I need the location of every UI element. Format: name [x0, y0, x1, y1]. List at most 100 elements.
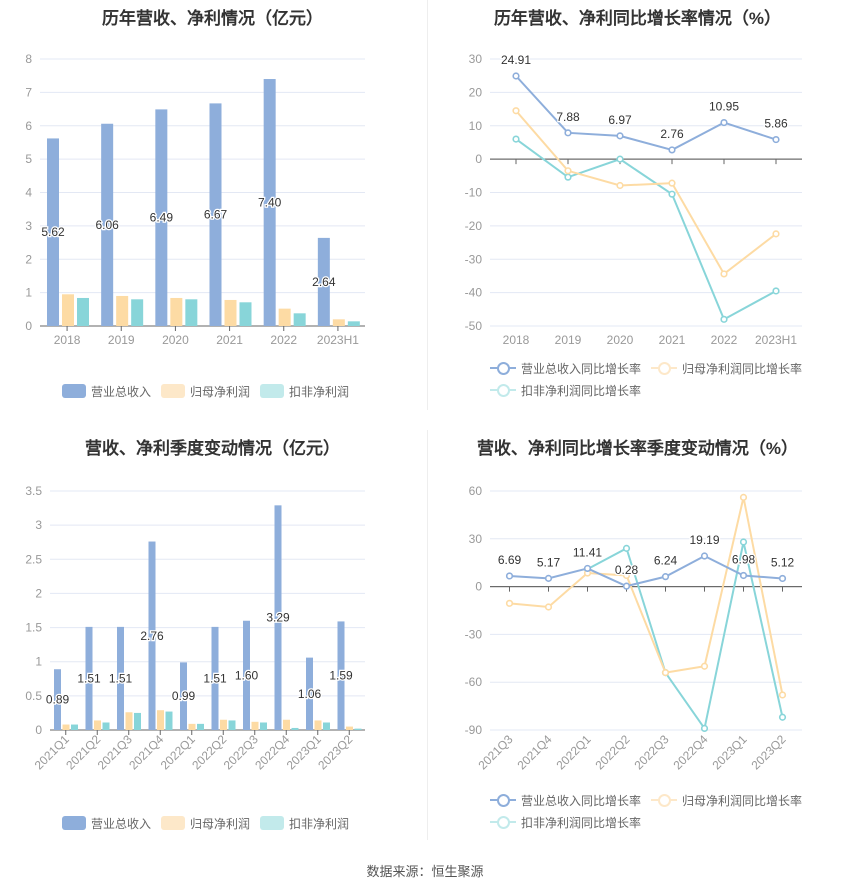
- data-point: [668, 190, 676, 198]
- data-point: [778, 713, 787, 721]
- data-label: 0.89: [46, 693, 70, 707]
- y-tick-label: 60: [469, 484, 483, 498]
- legend-label: 营业总收入同比增长率: [521, 361, 642, 376]
- bar-revenue: [211, 626, 219, 730]
- legend-label: 扣非净利润: [289, 384, 350, 399]
- y-tick-label: 3: [25, 219, 32, 233]
- legend-label: 营业总收入: [91, 816, 152, 831]
- y-tick-label: 5: [25, 152, 32, 166]
- legend-label: 营业总收入同比增长率: [521, 793, 642, 808]
- data-label: 6.98: [732, 552, 756, 566]
- legend-item[interactable]: 营业总收入: [62, 812, 151, 834]
- data-label: 1.59: [329, 669, 353, 683]
- legend-item[interactable]: 营业总收入同比增长率: [490, 357, 641, 379]
- legend-item[interactable]: 归母净利润: [161, 812, 250, 834]
- bar-deducted-net-profit: [323, 722, 330, 730]
- data-label: 5.86: [764, 117, 788, 131]
- y-tick-label: 6: [25, 119, 32, 133]
- bar-revenue: [263, 79, 276, 327]
- data-point: [622, 544, 631, 552]
- data-point: [739, 538, 748, 546]
- panel-divider: [427, 430, 428, 840]
- bar-revenue: [274, 505, 282, 730]
- legend-item[interactable]: 扣非净利润同比增长率: [490, 379, 641, 401]
- data-label: 6.67: [204, 208, 228, 222]
- bar-deducted-net-profit: [197, 723, 204, 730]
- bar-parent-net-profit: [62, 294, 74, 326]
- bar-revenue: [180, 662, 187, 730]
- y-tick-label: 0: [475, 580, 482, 594]
- data-point: [772, 135, 780, 144]
- y-tick-label: -90: [465, 723, 483, 737]
- data-label: 6.49: [150, 211, 174, 225]
- bar-parent-net-profit: [125, 712, 133, 730]
- data-label: 1.60: [235, 668, 259, 682]
- legend-quarterly-revenue: 营业总收入 归母净利润 扣非净利润: [62, 812, 359, 834]
- data-point: [720, 118, 728, 127]
- legend-item[interactable]: 归母净利润同比增长率: [651, 357, 802, 379]
- chart-title-quarterly-growth: 营收、净利同比增长率季度变动情况（%）: [476, 439, 799, 458]
- legend-item[interactable]: 营业总收入同比增长率: [490, 789, 641, 811]
- legend-swatch: [260, 384, 285, 398]
- y-tick-label: 30: [469, 52, 483, 66]
- legend-line-icon: [490, 815, 516, 829]
- line-series-revenue-growth: [515, 75, 777, 151]
- data-point: [700, 552, 709, 560]
- bar-deducted-net-profit: [185, 299, 198, 326]
- data-label: 6.69: [498, 553, 522, 567]
- legend-item[interactable]: 营业总收入: [62, 380, 151, 402]
- data-label: 2.64: [312, 275, 336, 289]
- y-tick-label: -40: [465, 286, 483, 300]
- x-tick-label: 2022Q3: [632, 732, 672, 772]
- bar-revenue: [155, 109, 168, 327]
- data-point: [564, 167, 572, 175]
- line-series-parent-profit-growth: [515, 110, 777, 276]
- bar-deducted-net-profit: [102, 722, 110, 730]
- y-tick-label: 7: [25, 85, 32, 99]
- y-tick-label: 2: [35, 586, 42, 600]
- data-label: 2.76: [140, 629, 164, 643]
- bar-revenue: [337, 621, 345, 730]
- y-tick-label: 1: [35, 655, 42, 669]
- bar-parent-net-profit: [116, 295, 129, 326]
- legend-annual-growth: 营业总收入同比增长率 归母净利润同比增长率 扣非净利润同比增长率: [490, 357, 830, 401]
- y-tick-label: -30: [465, 627, 483, 641]
- bar-revenue: [209, 103, 222, 326]
- bar-deducted-net-profit: [260, 722, 267, 730]
- y-tick-label: 0.5: [25, 689, 42, 703]
- legend-item[interactable]: 归母净利润同比增长率: [651, 789, 802, 811]
- data-point: [739, 493, 748, 501]
- y-tick-label: 2.5: [25, 552, 42, 566]
- x-tick-label: 2022Q4: [671, 732, 711, 772]
- data-point: [778, 574, 787, 583]
- legend-item[interactable]: 扣非净利润: [260, 812, 349, 834]
- legend-item[interactable]: 扣非净利润同比增长率: [490, 811, 641, 833]
- bar-parent-net-profit: [314, 720, 322, 730]
- bar-revenue: [306, 657, 313, 730]
- legend-line-icon: [651, 361, 678, 375]
- bar-revenue: [243, 620, 250, 730]
- legend-line-icon: [490, 383, 516, 397]
- legend-label: 归母净利润同比增长率: [682, 793, 803, 808]
- data-point: [700, 724, 709, 733]
- y-tick-label: 3: [35, 518, 42, 532]
- x-tick-label: 2018: [503, 333, 530, 347]
- legend-label: 营业总收入: [91, 384, 152, 399]
- data-point: [772, 287, 780, 295]
- x-tick-label: 2021: [659, 333, 686, 347]
- y-tick-label: 0: [25, 319, 32, 333]
- legend-swatch: [161, 384, 186, 398]
- bar-parent-net-profit: [278, 308, 291, 326]
- y-tick-label: -20: [465, 219, 483, 233]
- bar-deducted-net-profit: [293, 313, 306, 326]
- chart-title-quarterly-revenue: 营收、净利季度变动情况（亿元）: [85, 439, 340, 458]
- data-label: 6.97: [608, 113, 632, 127]
- bar-deducted-net-profit: [131, 299, 144, 326]
- data-label: 6.24: [654, 554, 678, 568]
- legend-item[interactable]: 扣非净利润: [260, 380, 349, 402]
- legend-item[interactable]: 归母净利润: [161, 380, 250, 402]
- data-label: 24.91: [501, 53, 531, 67]
- data-point: [616, 132, 624, 140]
- x-tick-label: 2018: [54, 333, 81, 347]
